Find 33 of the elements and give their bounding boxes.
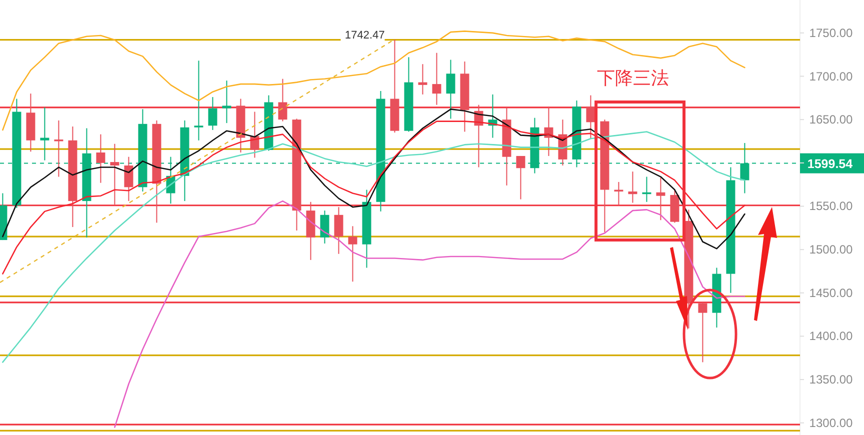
candlestick	[222, 80, 232, 124]
y-tick-label: 1550.00	[809, 199, 854, 214]
candlestick	[516, 155, 526, 200]
y-tick-label: 1400.00	[809, 329, 854, 344]
candlestick	[208, 96, 218, 130]
candlestick	[586, 94, 596, 140]
y-tick-label: 1350.00	[809, 372, 854, 387]
candlestick	[628, 171, 638, 204]
y-tick-label: 1700.00	[809, 69, 854, 84]
candlestick	[110, 143, 120, 205]
y-tick-label: 1500.00	[809, 242, 854, 257]
candlestick	[194, 60, 204, 141]
candlestick	[334, 206, 344, 254]
y-tick-label: 1650.00	[809, 112, 854, 127]
y-tick-label: 1300.00	[809, 416, 854, 430]
candlestick	[40, 106, 50, 161]
candlestick	[96, 134, 106, 184]
annotation: 下降三法	[597, 68, 669, 88]
y-tick-label: 1750.00	[809, 26, 854, 40]
candlestick	[278, 78, 288, 122]
y-tick-label: 1450.00	[809, 286, 854, 300]
annotation: 1742.47	[344, 29, 385, 42]
candlestick	[320, 210, 330, 244]
candlestick	[656, 177, 666, 221]
candlestick	[348, 226, 358, 282]
candlestick	[698, 302, 708, 363]
candlestick	[432, 52, 442, 106]
candlestick	[418, 64, 428, 95]
candlestick	[446, 59, 456, 120]
candlestick	[124, 156, 134, 202]
line-series	[2, 30, 746, 131]
line-series	[114, 200, 746, 428]
ref-line-label: 1599.54	[807, 156, 853, 171]
